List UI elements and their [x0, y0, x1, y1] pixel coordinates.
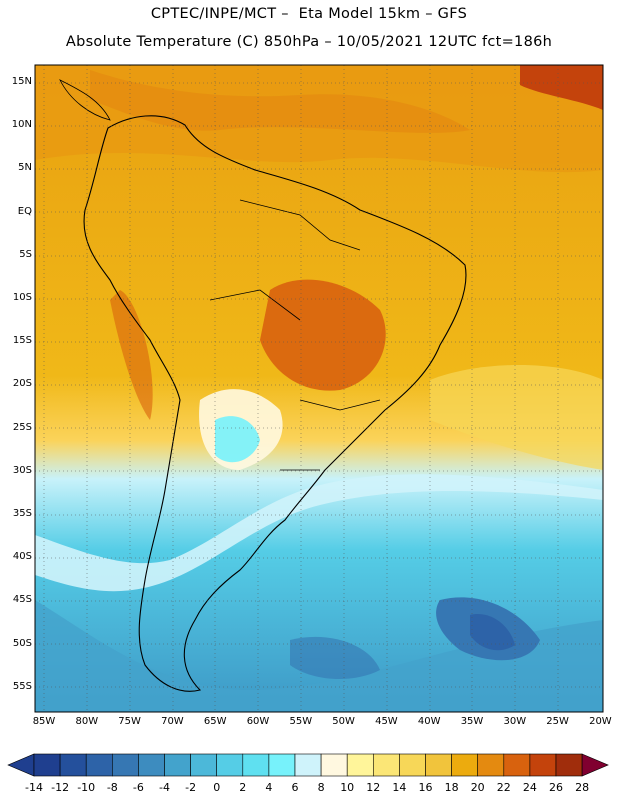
colorbar-swatch	[268, 753, 296, 777]
colorbar-swatch	[138, 753, 165, 777]
map-title-line2: Absolute Temperature (C) 850hPa – 10/05/…	[65, 34, 553, 50]
latitude-label: 25S	[12, 421, 32, 433]
longitude-label: 20W	[589, 716, 612, 727]
colorbar-tick-label: 6	[291, 781, 299, 794]
longitude-label: 35W	[460, 716, 484, 727]
longitude-label: 40W	[417, 716, 441, 727]
colorbar-swatch	[242, 753, 270, 777]
colorbar-swatch	[216, 753, 244, 777]
colorbar-tick-label: 26	[549, 781, 563, 794]
longitude-label: 75W	[118, 716, 141, 727]
colorbar	[7, 753, 609, 777]
longitude-label: 70W	[161, 716, 184, 727]
colorbar-arrow-max	[581, 753, 609, 777]
colorbar-tick-label: -14	[25, 781, 43, 794]
colorbar-swatch	[555, 753, 583, 777]
latitude-label: 5S	[19, 248, 32, 260]
colorbar-swatch	[399, 753, 426, 777]
colorbar-tick-label: -12	[51, 781, 70, 794]
colorbar-swatch	[529, 753, 557, 777]
latitude-label: 40S	[12, 551, 32, 563]
latitude-label: 20S	[12, 378, 32, 390]
colorbar-swatch	[59, 753, 87, 777]
colorbar-tick-label: 18	[444, 781, 459, 794]
latitude-label: 55S	[12, 680, 32, 692]
latitude-label: 5N	[18, 162, 32, 174]
colorbar-tick-label: -2	[185, 781, 197, 794]
latitude-label: 45S	[12, 594, 32, 606]
colorbar-tick-label: -4	[159, 781, 170, 794]
colorbar-tick-label: 14	[392, 781, 407, 794]
colorbar-swatch	[372, 753, 400, 777]
colorbar-swatch	[503, 753, 531, 777]
latitude-label: 35S	[12, 508, 32, 519]
colorbar-swatch	[425, 753, 452, 777]
latitude-label: EQ	[17, 205, 32, 217]
longitude-label: 80W	[75, 716, 99, 727]
longitude-label: 30W	[503, 716, 527, 727]
longitude-label: 65W	[203, 716, 227, 727]
latitude-label: 15S	[12, 335, 32, 347]
colorbar-swatch	[477, 753, 505, 777]
longitude-label: 85W	[32, 716, 56, 727]
colorbar-swatch	[320, 753, 348, 777]
colorbar-tick-label: 2	[239, 781, 247, 794]
colorbar-tick-label: 10	[340, 781, 355, 794]
colorbar-swatch	[346, 753, 374, 777]
colorbar-tick-label: 12	[366, 781, 381, 794]
colorbar-tick-label: 24	[522, 781, 537, 794]
colorbar-tick-label: -6	[132, 781, 144, 794]
colorbar-swatch	[164, 753, 191, 777]
longitude-label: 25W	[546, 716, 569, 727]
colorbar-tick-label: 16	[418, 781, 433, 794]
map-title-line1: CPTEC/INPE/MCT – Eta Model 15km – GFS	[150, 6, 468, 22]
colorbar-swatch	[294, 753, 322, 777]
latitude-label: 30S	[12, 464, 32, 476]
colorbar-arrow-min	[7, 753, 35, 777]
longitude-label: 45W	[375, 716, 398, 727]
latitude-label: 15N	[11, 76, 32, 87]
latitude-label: 10S	[12, 292, 32, 303]
colorbar-tick-label: 20	[470, 781, 485, 794]
colorbar-tick-label: -8	[106, 781, 118, 794]
temperature-field	[35, 65, 603, 712]
colorbar-swatch	[85, 753, 113, 777]
colorbar-swatch	[451, 753, 479, 777]
longitude-label: 50W	[332, 716, 355, 727]
colorbar-tick-label: 22	[496, 781, 511, 794]
latitude-label: 50S	[12, 637, 32, 649]
colorbar-tick-label: 28	[575, 781, 590, 794]
colorbar-tick-label: 0	[213, 781, 221, 794]
colorbar-swatch	[33, 753, 61, 777]
colorbar-swatch	[112, 753, 139, 777]
colorbar-tick-label: -10	[77, 781, 96, 794]
latitude-label: 10N	[11, 119, 32, 131]
longitude-label: 55W	[289, 716, 313, 727]
colorbar-swatch	[190, 753, 218, 777]
gridlines	[35, 65, 603, 712]
colorbar-tick-label: 4	[265, 781, 273, 794]
longitude-label: 60W	[246, 716, 270, 727]
colorbar-tick-label: 8	[317, 781, 325, 794]
